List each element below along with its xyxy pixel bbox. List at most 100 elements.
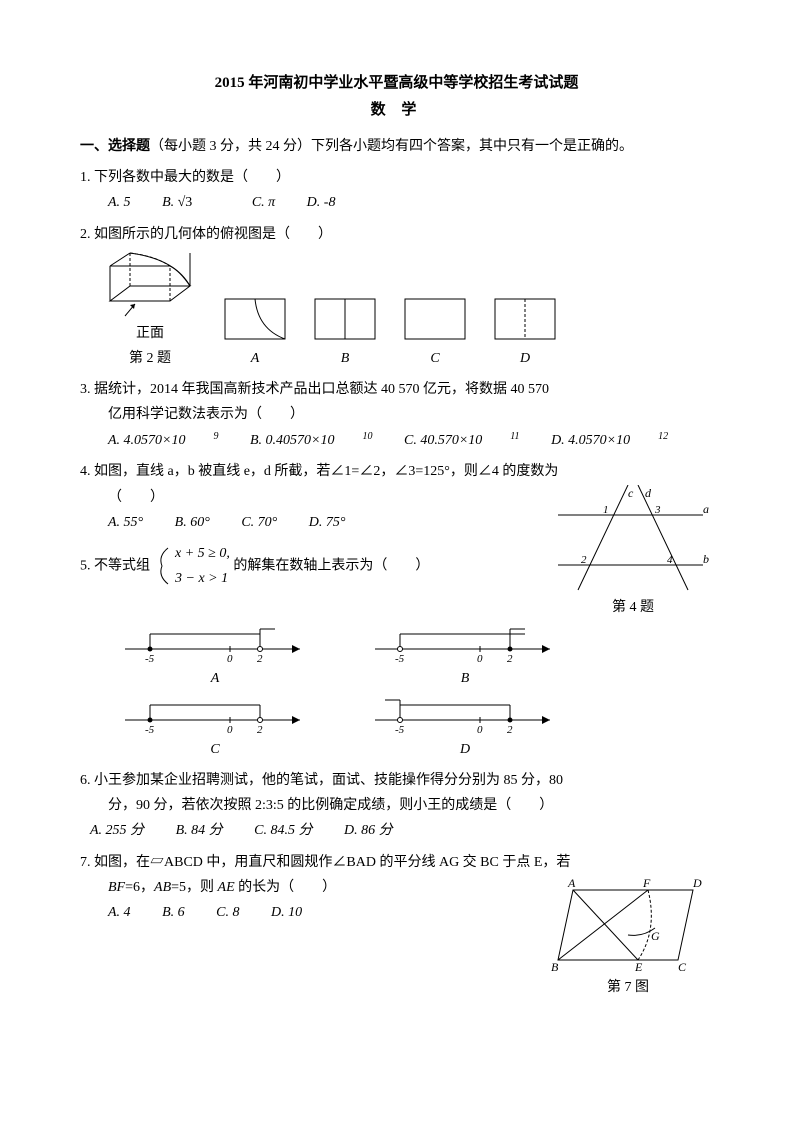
- q6-opt-b: B. 84 分: [176, 818, 223, 843]
- q4-opt-a: A. 55°: [108, 510, 143, 535]
- q5-prefix: 5. 不等式组: [80, 558, 150, 573]
- q2-figures: 正面 第 2 题 A B C D: [100, 251, 713, 371]
- svg-text:d: d: [645, 486, 652, 500]
- q4-figure-svg: c d a b 1 3 2 4: [553, 485, 713, 595]
- q5-suffix: 的解集在数轴上表示为（ ）: [233, 558, 429, 573]
- numberline-d: -5 0 2: [370, 695, 560, 735]
- svg-text:0: 0: [477, 653, 483, 664]
- q7-opt-a: A. 4: [108, 900, 131, 925]
- q6-stem: 6. 小王参加某企业招聘测试，他的笔试，面试、技能操作得分分别为 85 分，80: [80, 768, 713, 793]
- q5-opt-d: D: [370, 737, 560, 762]
- q2-opt-d-fig: D: [490, 294, 560, 371]
- svg-text:-5: -5: [395, 724, 405, 735]
- svg-text:2: 2: [257, 724, 263, 735]
- q2-caption: 第 2 题: [100, 346, 200, 371]
- q5-ineq2: 3 − x > 1: [175, 566, 230, 591]
- q4: 4. 如图，直线 a，b 被直线 e，d 所截，若∠1=∠2，∠3=125°，则…: [80, 459, 713, 535]
- svg-text:0: 0: [227, 653, 233, 664]
- q5-system: [154, 546, 172, 586]
- section-1-header: 一、选择题（每小题 3 分，共 24 分）下列各小题均有四个答案，其中只有一个是…: [80, 134, 713, 159]
- q5-opt-d-fig: -5 0 2 D: [370, 695, 560, 762]
- q2: 2. 如图所示的几何体的俯视图是（ ） 正面 第 2 题 A: [80, 222, 713, 372]
- q1-opt-c: C. π: [252, 190, 275, 215]
- q4-opt-b: B. 60°: [175, 510, 210, 535]
- svg-text:-5: -5: [395, 653, 405, 664]
- svg-text:2: 2: [507, 653, 513, 664]
- q7-figure: A F D B E C G 第 7 图: [543, 875, 713, 1000]
- exam-title: 2015 年河南初中学业水平暨高级中等学校招生考试试题: [80, 70, 713, 97]
- q2-front-label: 正面: [100, 321, 200, 346]
- svg-text:2: 2: [507, 724, 513, 735]
- q1-stem: 1. 下列各数中最大的数是（ ）: [80, 165, 713, 190]
- q5-opt-c: C: [120, 737, 310, 762]
- q3: 3. 据统计，2014 年我国高新技术产品出口总额达 40 570 亿元，将数据…: [80, 377, 713, 453]
- q5-row1: -5 0 2 A -5 0 2 B: [120, 624, 713, 691]
- q7-opt-b: B. 6: [162, 900, 185, 925]
- numberline-b: -5 0 2: [370, 624, 560, 664]
- q6-opt-a: A. 255 分: [90, 818, 144, 843]
- q7-figure-svg: A F D B E C G: [543, 875, 713, 975]
- q2-opt-d: D: [490, 346, 560, 371]
- q2-opt-b: B: [310, 346, 380, 371]
- q4-caption: 第 4 题: [553, 595, 713, 620]
- svg-text:C: C: [678, 960, 687, 974]
- q2-opt-a-fig: A: [220, 294, 290, 371]
- q7-opt-c: C. 8: [216, 900, 239, 925]
- q4-opt-d: D. 75°: [309, 510, 346, 535]
- q4-stem: 4. 如图，直线 a，b 被直线 e，d 所截，若∠1=∠2，∠3=125°，则…: [80, 459, 713, 484]
- q4-opt-c: C. 70°: [241, 510, 277, 535]
- svg-text:a: a: [703, 502, 709, 516]
- section-1-desc: （每小题 3 分，共 24 分）下列各小题均有四个答案，其中只有一个是正确的。: [150, 139, 633, 154]
- q1-options: A. 5 B. √3 C. π D. -8: [80, 190, 713, 215]
- q2-stem: 2. 如图所示的几何体的俯视图是（ ）: [80, 222, 713, 247]
- q5-row2: -5 0 2 C -5 0 2 D: [120, 695, 713, 762]
- q2-solid: 正面 第 2 题: [100, 251, 200, 371]
- q2-opt-a: A: [220, 346, 290, 371]
- svg-text:A: A: [567, 876, 576, 890]
- q3-opt-d: D. 4.0570×1012: [551, 428, 668, 454]
- svg-text:G: G: [651, 929, 660, 943]
- q7-opt-d: D. 10: [271, 900, 302, 925]
- q1-opt-d: D. -8: [307, 190, 336, 215]
- svg-text:3: 3: [654, 504, 661, 516]
- q5-opt-b-fig: -5 0 2 B: [370, 624, 560, 691]
- svg-text:-5: -5: [145, 724, 155, 735]
- q6-opt-d: D. 86 分: [344, 818, 393, 843]
- q5-opt-c-fig: -5 0 2 C: [120, 695, 310, 762]
- svg-text:1: 1: [603, 504, 609, 516]
- svg-text:2: 2: [257, 653, 263, 664]
- numberline-a: -5 0 2: [120, 624, 310, 664]
- svg-text:B: B: [551, 960, 559, 974]
- q5-opt-a-fig: -5 0 2 A: [120, 624, 310, 691]
- q6-opt-c: C. 84.5 分: [254, 818, 312, 843]
- q7-caption: 第 7 图: [543, 975, 713, 1000]
- svg-text:b: b: [703, 552, 709, 566]
- section-1-label: 一、选择题: [80, 139, 150, 154]
- q1-opt-b: B. √3: [162, 190, 220, 215]
- svg-text:c: c: [628, 486, 634, 500]
- svg-text:0: 0: [477, 724, 483, 735]
- svg-text:2: 2: [581, 554, 587, 566]
- q3-stem2: 亿用科学记数法表示为（ ）: [80, 402, 713, 427]
- q3-opt-b: B. 0.40570×1010: [250, 428, 373, 454]
- q7-stem: 7. 如图，在▱ABCD 中，用直尺和圆规作∠BAD 的平分线 AG 交 BC …: [80, 850, 713, 875]
- svg-text:F: F: [642, 876, 651, 890]
- q5-opt-a: A: [120, 666, 310, 691]
- q5-system-lines: x + 5 ≥ 0, 3 − x > 1: [175, 541, 230, 591]
- svg-text:0: 0: [227, 724, 233, 735]
- q2-opt-c: C: [400, 346, 470, 371]
- numberline-c: -5 0 2: [120, 695, 310, 735]
- q1: 1. 下列各数中最大的数是（ ） A. 5 B. √3 C. π D. -8: [80, 165, 713, 215]
- svg-text:D: D: [692, 876, 702, 890]
- q2-solid-svg: [100, 251, 200, 321]
- q6-options: A. 255 分 B. 84 分 C. 84.5 分 D. 86 分: [80, 818, 713, 843]
- q1-opt-a: A. 5: [108, 190, 131, 215]
- svg-text:E: E: [634, 960, 643, 974]
- q2-opt-c-fig: C: [400, 294, 470, 371]
- q6-stem2: 分，90 分，若依次按照 2:3:5 的比例确定成绩，则小王的成绩是（ ）: [80, 793, 713, 818]
- q3-opt-c: C. 40.570×1011: [404, 428, 520, 454]
- q6: 6. 小王参加某企业招聘测试，他的笔试，面试、技能操作得分分别为 85 分，80…: [80, 768, 713, 844]
- q2-opt-b-fig: B: [310, 294, 380, 371]
- exam-subject: 数 学: [80, 97, 713, 124]
- svg-text:-5: -5: [145, 653, 155, 664]
